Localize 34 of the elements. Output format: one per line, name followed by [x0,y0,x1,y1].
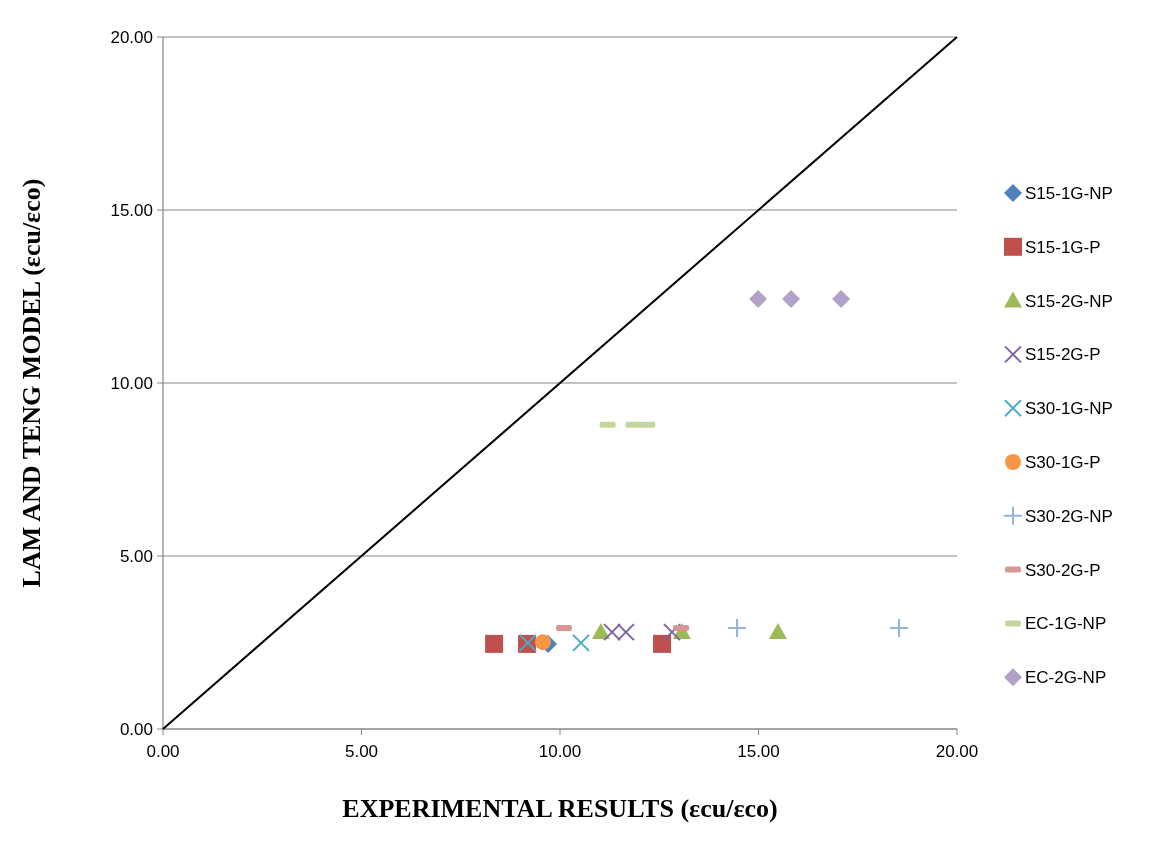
y-tick-label: 0.00 [119,719,153,739]
point [653,634,672,653]
point [768,623,787,640]
x-tick-label: 20.00 [935,742,979,761]
legend-label: S30-2G-NP [1025,506,1113,526]
legend-label: S30-1G-NP [1025,399,1113,419]
point [727,617,748,638]
point [485,634,504,653]
legend-label: S15-1G-P [1025,237,1101,257]
point [591,623,610,640]
x-tick-label: 10.00 [538,742,582,761]
point [782,289,801,308]
y-axis-title: LAM AND TENG MODEL (εcu/εco) [17,178,46,588]
point [749,289,768,308]
legend-label: EC-1G-NP [1025,614,1107,634]
x-tick-label: 15.00 [737,742,780,761]
y-tick-label: 5.00 [119,546,153,566]
x-axis-title: EXPERIMENTAL RESULTS (εcu/εco) [342,794,778,823]
point [832,289,851,308]
legend-label: S30-2G-P [1025,560,1101,580]
legend-label: S15-1G-NP [1025,183,1113,203]
legend-label: EC-2G-NP [1025,668,1107,688]
legend-label: S15-2G-NP [1025,291,1113,311]
x-tick-label: 5.00 [344,742,379,761]
point [662,623,681,642]
y-tick-label: 15.00 [110,200,153,220]
y-tick-label: 10.00 [110,373,153,393]
point [534,634,551,651]
point [572,633,591,652]
point [889,617,910,638]
y-tick-label: 20.00 [110,27,153,47]
x-tick-label: 0.00 [146,742,180,761]
legend-label: S30-1G-P [1025,452,1101,472]
legend-label: S15-2G-P [1025,345,1101,365]
